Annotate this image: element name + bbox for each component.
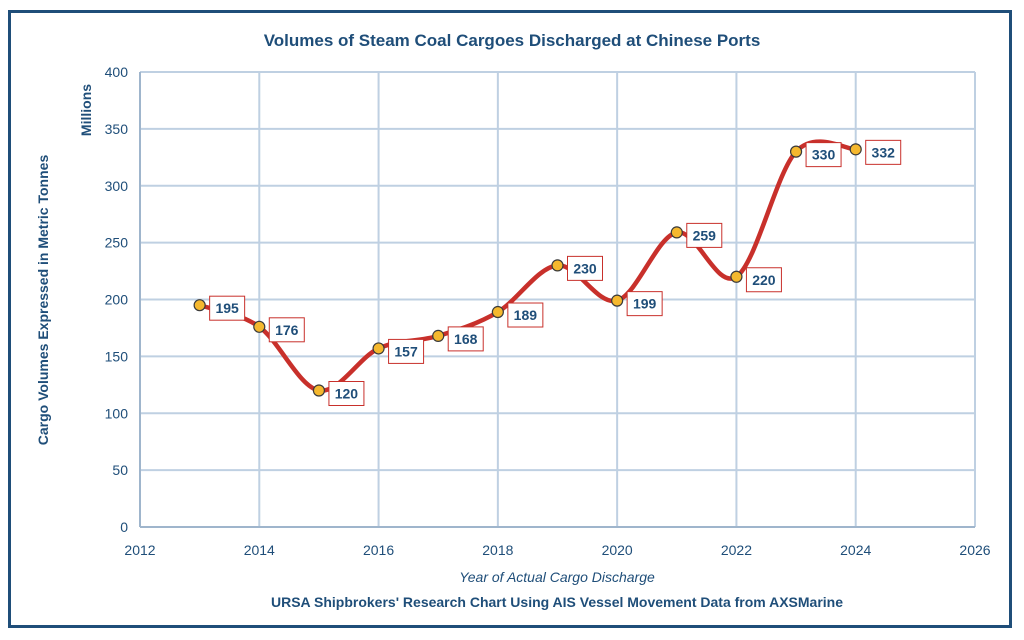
y-tick-label: 200 bbox=[105, 292, 129, 308]
data-label: 199 bbox=[633, 296, 657, 312]
y-tick-label: 250 bbox=[105, 235, 129, 251]
data-point bbox=[730, 270, 743, 283]
x-tick-label: 2022 bbox=[721, 542, 752, 558]
chart-source: URSA Shipbrokers' Research Chart Using A… bbox=[271, 594, 843, 610]
tick-labels: 0 50 100 150 200 250 300 350 400 2012 2014 2016 2018… bbox=[105, 64, 991, 558]
data-label-box bbox=[328, 381, 365, 406]
data-point bbox=[789, 145, 803, 158]
y-axis-title: Cargo Volumes Expressed in Metric Tonnes bbox=[35, 155, 51, 446]
data-label-box bbox=[686, 222, 723, 248]
data-label-box bbox=[268, 317, 305, 343]
data-point bbox=[551, 259, 564, 272]
data-label: 259 bbox=[693, 227, 717, 243]
x-tick-label: 2012 bbox=[124, 542, 155, 558]
y-tick-label: 300 bbox=[105, 178, 129, 194]
data-point bbox=[432, 329, 445, 342]
data-label-box bbox=[388, 338, 425, 364]
data-label-box bbox=[567, 255, 603, 281]
data-point bbox=[193, 299, 206, 312]
data-label: 220 bbox=[752, 272, 776, 288]
data-point bbox=[312, 384, 326, 397]
data-point bbox=[372, 342, 385, 355]
data-label: 332 bbox=[872, 144, 896, 160]
y-tick-label: 350 bbox=[105, 121, 129, 137]
data-label: 168 bbox=[454, 331, 478, 347]
data-label-box bbox=[805, 142, 842, 168]
x-axis-title: Year of Actual Cargo Discharge bbox=[459, 569, 655, 585]
data-label: 230 bbox=[573, 260, 597, 276]
y-tick-label: 150 bbox=[105, 348, 129, 364]
data-label-box bbox=[626, 291, 663, 317]
x-tick-label: 2018 bbox=[482, 542, 513, 558]
data-label-box bbox=[507, 302, 544, 328]
y-tick-label: 400 bbox=[105, 64, 129, 80]
data-label-box bbox=[745, 267, 782, 293]
y-axis-unit: Millions bbox=[78, 84, 94, 136]
data-label: 330 bbox=[812, 147, 836, 163]
data-point bbox=[491, 305, 504, 319]
data-series: 195 176 120 157 168 189 230 199 259 220 330 332 bbox=[193, 139, 902, 406]
data-label: 157 bbox=[394, 343, 418, 359]
gridlines bbox=[139, 71, 976, 528]
data-label: 176 bbox=[275, 322, 299, 338]
x-tick-label: 2020 bbox=[602, 542, 633, 558]
x-tick-label: 2016 bbox=[363, 542, 394, 558]
data-label: 195 bbox=[215, 300, 239, 316]
data-point bbox=[670, 226, 683, 239]
x-tick-label: 2026 bbox=[959, 542, 990, 558]
data-label-box bbox=[209, 295, 246, 321]
x-tick-label: 2024 bbox=[840, 542, 871, 558]
data-label: 189 bbox=[514, 307, 538, 323]
data-point bbox=[611, 294, 624, 307]
y-tick-label: 100 bbox=[105, 405, 129, 421]
data-label-box bbox=[447, 326, 484, 352]
x-tick-label: 2014 bbox=[244, 542, 275, 558]
data-label: 120 bbox=[335, 386, 359, 402]
data-point bbox=[253, 320, 266, 333]
y-tick-label: 0 bbox=[120, 519, 128, 535]
chart-title: Volumes of Steam Coal Cargoes Discharged… bbox=[264, 31, 761, 50]
data-label-box bbox=[865, 139, 902, 165]
series-line bbox=[197, 139, 858, 393]
y-tick-label: 50 bbox=[112, 462, 128, 478]
data-point bbox=[849, 143, 862, 156]
